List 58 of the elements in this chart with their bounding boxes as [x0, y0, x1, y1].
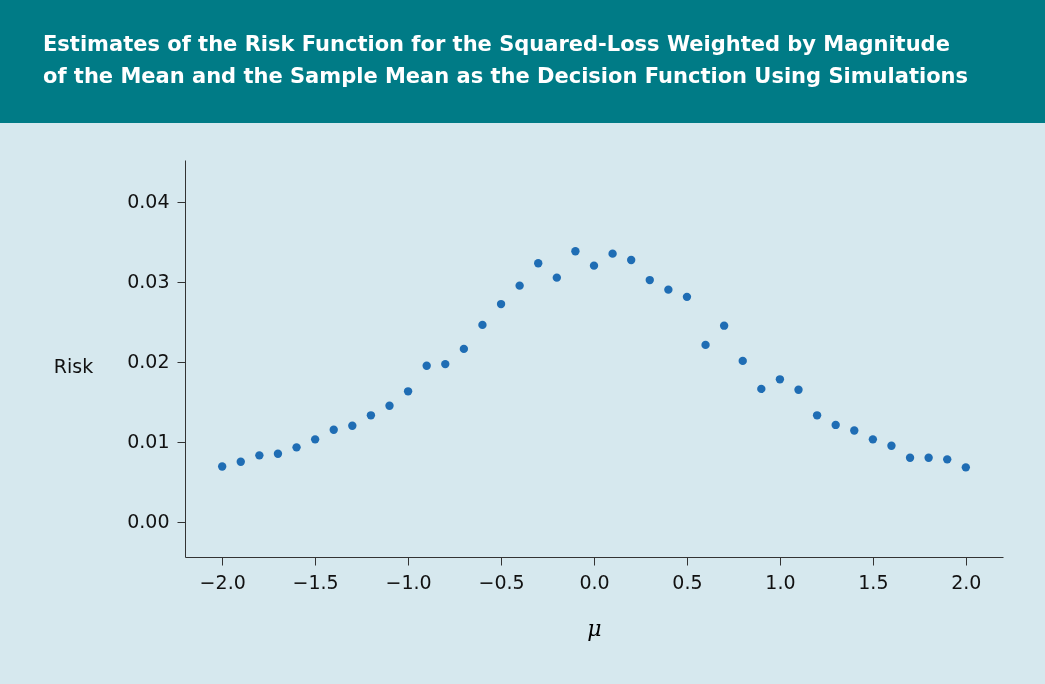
point — [831, 420, 840, 430]
point — [218, 462, 227, 471]
point — [459, 344, 469, 354]
point — [887, 441, 896, 450]
x-tick-label: 2.0 — [951, 570, 982, 593]
point — [534, 259, 543, 268]
point — [850, 426, 859, 435]
point — [310, 435, 320, 444]
point — [255, 451, 264, 460]
x-tick-label: 0.0 — [579, 570, 610, 593]
point — [403, 387, 413, 396]
x-tick-label: 1.5 — [858, 570, 889, 593]
chart-title: Estimates of the Risk Function for the Squared-Loss Weighted by Magnitude of the Mean and the Sample Mean as the Decision Function Using Simulations — [43, 32, 969, 88]
point — [496, 299, 506, 309]
y-tick-label: 0.04 — [127, 190, 170, 213]
point — [571, 247, 580, 256]
point — [775, 375, 785, 384]
point — [441, 359, 450, 369]
y-tick-label: 0.01 — [127, 430, 170, 453]
x-tick-label: 1.0 — [765, 570, 796, 593]
point — [943, 455, 952, 464]
point — [627, 255, 636, 265]
point — [757, 384, 766, 394]
y-tick-label: 0.00 — [127, 510, 170, 533]
point — [589, 261, 599, 270]
point — [961, 463, 970, 472]
point — [664, 285, 673, 294]
point — [552, 273, 561, 282]
x-tick-label: −1.5 — [292, 570, 339, 593]
x-tick-label: −1.0 — [385, 570, 432, 593]
point — [868, 435, 878, 444]
x-axis-title: μ — [587, 615, 602, 641]
point — [515, 281, 524, 290]
point — [738, 356, 747, 366]
y-tick-label: 0.03 — [127, 270, 170, 293]
point — [905, 453, 915, 462]
point — [422, 361, 431, 370]
point — [924, 453, 933, 462]
point — [478, 320, 487, 330]
point — [348, 421, 357, 430]
point — [329, 425, 338, 434]
point — [385, 401, 394, 410]
point — [236, 457, 245, 466]
x-tick-label: 0.5 — [672, 570, 703, 593]
y-tick-label: 0.02 — [127, 350, 170, 373]
x-tick-label: −2.0 — [199, 570, 246, 593]
y-axis-title: Risk — [53, 354, 94, 377]
point — [273, 449, 283, 458]
point — [719, 321, 729, 330]
point — [292, 443, 301, 452]
point — [366, 411, 376, 420]
point — [794, 385, 803, 394]
point — [608, 249, 617, 258]
x-tick-label: −0.5 — [478, 570, 525, 593]
point — [812, 411, 822, 420]
point — [645, 275, 654, 285]
point — [682, 292, 692, 302]
point — [701, 340, 710, 350]
